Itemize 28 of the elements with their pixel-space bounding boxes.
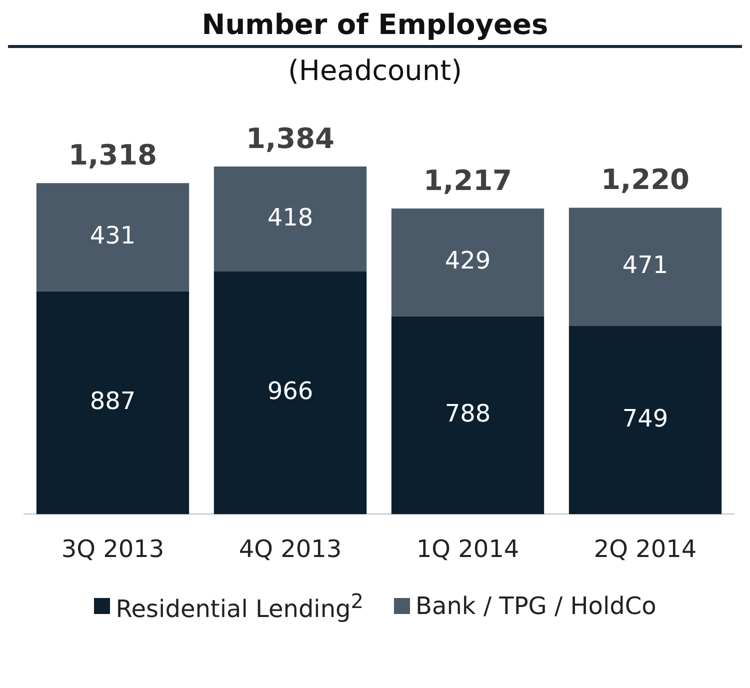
total-label: 1,318 [68,138,158,172]
data-label: 429 [444,246,491,275]
data-label: 471 [622,251,668,280]
bar [214,272,367,514]
x-tick-label: 3Q 2013 [61,534,164,563]
bar [391,316,544,514]
bar [568,208,722,326]
data-label: 788 [444,399,491,428]
bar [36,183,190,292]
x-tick-label: 2Q 2014 [594,534,697,563]
x-tick-label: 1Q 2014 [416,534,520,563]
total-label: 1,384 [246,122,335,155]
bar [36,291,190,514]
chart-title: Number of Employees [8,8,742,48]
bar [391,208,544,316]
data-label: 966 [267,377,314,406]
data-label: 431 [90,221,136,250]
legend-label: Residential Lending$^{2}$ [116,589,364,623]
data-label: 749 [622,404,668,432]
bar [568,326,722,514]
bar [214,166,367,272]
data-label: 887 [90,387,136,416]
x-tick-label: 4Q 2013 [238,534,342,563]
data-label: 418 [267,203,314,232]
total-label: 1,220 [600,163,690,196]
chart-subtitle: (Headcount) [286,54,464,87]
legend-label: Bank / TPG / HoldCo [416,592,656,620]
total-label: 1,217 [423,164,512,197]
